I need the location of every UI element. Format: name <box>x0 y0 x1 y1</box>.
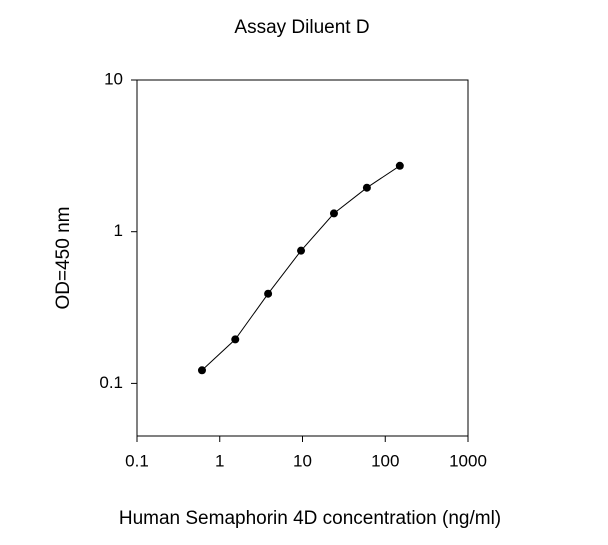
data-point <box>231 335 240 344</box>
x-tick-label: 10 <box>293 451 312 470</box>
data-point <box>329 209 338 218</box>
y-tick-label: 10 <box>104 69 123 88</box>
data-point <box>197 366 206 375</box>
x-tick-label: 1000 <box>449 451 487 470</box>
chart-title: Assay Diluent D <box>234 17 369 38</box>
data-point <box>395 161 404 170</box>
y-axis-label: OD=450 nm <box>53 207 74 310</box>
x-tick-label: 100 <box>371 451 399 470</box>
x-tick-label: 0.1 <box>125 451 149 470</box>
x-axis-label: Human Semaphorin 4D concentration (ng/ml… <box>119 508 501 529</box>
y-tick-label: 0.1 <box>99 373 123 392</box>
plot-frame <box>136 79 469 437</box>
data-point <box>264 289 273 298</box>
x-tick-label: 1 <box>215 451 224 470</box>
y-tick-label: 1 <box>114 221 123 240</box>
data-point <box>362 183 371 192</box>
data-point <box>297 246 306 255</box>
